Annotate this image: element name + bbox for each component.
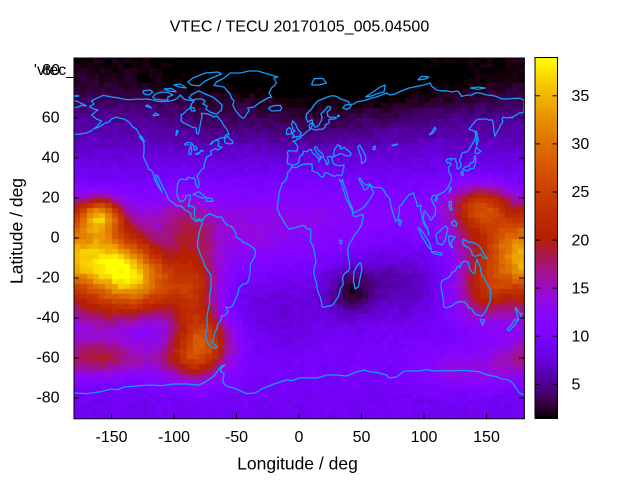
svg-text:-80: -80 (36, 390, 59, 407)
svg-text:Longitude / deg: Longitude / deg (237, 454, 358, 474)
svg-text:40: 40 (42, 150, 60, 167)
svg-text:60: 60 (42, 110, 60, 127)
svg-text:150: 150 (473, 429, 500, 446)
svg-text:50: 50 (353, 429, 371, 446)
svg-text:Latitude / deg: Latitude / deg (7, 178, 27, 284)
svg-text:VTEC / TECU 20170105_005.04500: VTEC / TECU 20170105_005.04500 (170, 19, 430, 36)
svg-text:100: 100 (411, 429, 438, 446)
svg-text:15: 15 (572, 280, 590, 297)
svg-text:-100: -100 (158, 429, 190, 446)
svg-text:5: 5 (572, 377, 581, 394)
svg-text:-50: -50 (225, 429, 248, 446)
svg-text:-150: -150 (95, 429, 127, 446)
svg-text:0: 0 (295, 429, 304, 446)
svg-text:'vtec_: 'vtec_ (34, 62, 76, 79)
svg-text:20: 20 (42, 190, 60, 207)
svg-text:30: 30 (572, 136, 590, 153)
svg-text:20: 20 (572, 232, 590, 249)
svg-text:-20: -20 (36, 270, 59, 287)
svg-text:10: 10 (572, 329, 590, 346)
svg-text:-60: -60 (36, 350, 59, 367)
svg-text:-40: -40 (36, 310, 59, 327)
svg-text:35: 35 (572, 88, 590, 105)
svg-text:25: 25 (572, 184, 590, 201)
svg-text:80: 80 (42, 62, 60, 79)
svg-text:0: 0 (51, 230, 60, 247)
